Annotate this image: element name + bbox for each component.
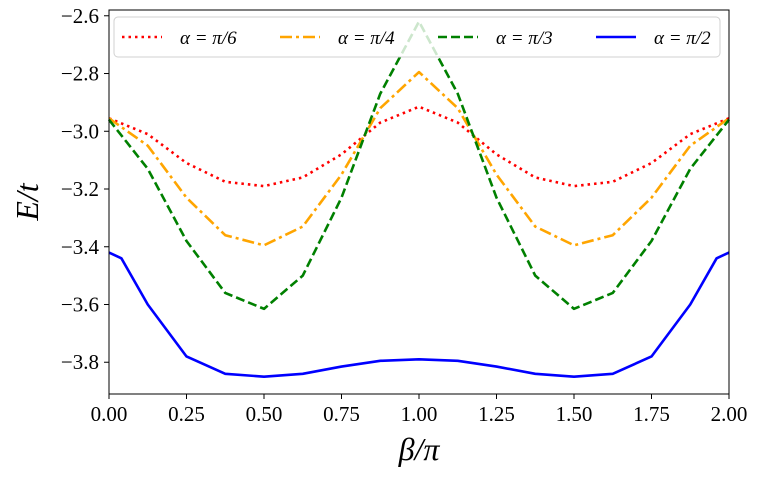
series-line-1 xyxy=(108,105,730,188)
y-axis-label: E/t xyxy=(9,182,45,221)
y-tick-label: −2.6 xyxy=(61,4,99,28)
series-line-2 xyxy=(108,70,730,247)
y-tick-label: −3.8 xyxy=(61,350,99,374)
y-tick-label: −2.8 xyxy=(61,62,99,86)
legend-label-3: α = π/3 xyxy=(496,28,553,49)
series-lines xyxy=(107,20,731,378)
x-tick-label: 1.25 xyxy=(478,402,515,426)
x-tick-label: 0.75 xyxy=(323,402,360,426)
plot-frame xyxy=(108,9,730,395)
legend-box xyxy=(113,16,721,58)
x-tick-label: 1.50 xyxy=(556,402,593,426)
y-tick-label: −3.6 xyxy=(61,292,99,316)
legend-label-2: α = π/4 xyxy=(338,28,395,49)
legend-label-4: α = π/2 xyxy=(654,28,711,49)
x-tick-label: 1.75 xyxy=(633,402,670,426)
y-tick-label: −3.2 xyxy=(61,177,99,201)
x-tick-label: 0.00 xyxy=(91,402,128,426)
x-tick-label: 0.50 xyxy=(246,402,283,426)
x-tick-label: 0.25 xyxy=(168,402,205,426)
x-tick-label: 1.00 xyxy=(401,402,438,426)
axis-ticks: 0.00 0.25 0.50 0.75 1.00 1.25 1.50 1.75 2.00 −3.8… xyxy=(61,4,747,426)
series-line-3 xyxy=(107,20,731,311)
series-line-4 xyxy=(108,251,730,378)
y-tick-label: −3.4 xyxy=(61,235,100,259)
x-tick-label: 2.00 xyxy=(711,402,748,426)
y-tick-label: −3.0 xyxy=(61,119,99,143)
x-axis-label: β/π xyxy=(398,431,441,467)
legend-label-1: α = π/6 xyxy=(180,28,237,49)
legend: α = π/6 α = π/4 α = π/3 α = π/2 xyxy=(113,16,721,58)
